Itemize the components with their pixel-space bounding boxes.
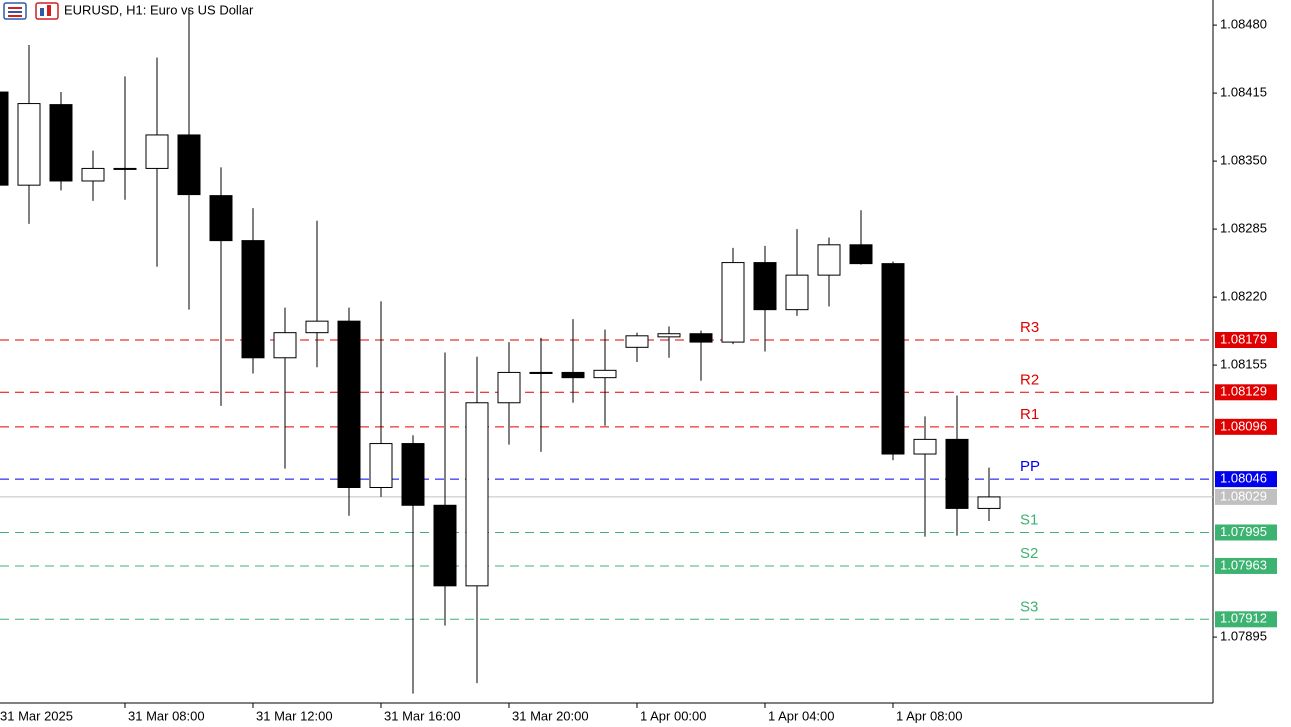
candle-body (721, 262, 745, 343)
pivot-name: PP (1020, 458, 1040, 475)
y-tick-label: 1.07895 (1220, 629, 1267, 644)
candle-body (401, 443, 425, 506)
pivot-name: S1 (1020, 511, 1038, 528)
y-tick-label: 1.08415 (1220, 85, 1267, 100)
candle-body (881, 263, 905, 455)
candle-body (753, 262, 777, 311)
pivot-name: R2 (1020, 371, 1039, 388)
pivot-name: R1 (1020, 406, 1039, 423)
candle-body (145, 134, 169, 169)
candle-body (177, 134, 201, 196)
pivot-price-label: 1.07995 (1220, 524, 1267, 539)
x-tick-label: 31 Mar 16:00 (384, 708, 461, 723)
candle-body (241, 240, 265, 359)
candle-body (81, 167, 105, 182)
candle-body (49, 104, 73, 182)
y-tick-label: 1.08220 (1220, 289, 1267, 304)
x-tick-label: 1 Apr 08:00 (896, 708, 963, 723)
y-tick-label: 1.08285 (1220, 221, 1267, 236)
pivot-price-box (1215, 471, 1277, 488)
chart-title: EURUSD, H1: Euro vs US Dollar (64, 2, 254, 17)
candle-body (465, 402, 489, 587)
candle-body (785, 274, 809, 311)
pivot-price-label: 1.08046 (1220, 471, 1267, 486)
candle-body (913, 438, 937, 455)
y-tick-label: 1.08155 (1220, 357, 1267, 372)
pivot-price-label: 1.08129 (1220, 384, 1267, 399)
price-box (1215, 488, 1277, 505)
pivot-price-box (1215, 557, 1277, 574)
candle-body (817, 244, 841, 276)
candle-body (529, 371, 553, 374)
chart-icons (3, 2, 59, 20)
candle-body (113, 167, 137, 170)
y-tick-label: 1.08350 (1220, 153, 1267, 168)
x-tick-label: 1 Apr 00:00 (640, 708, 707, 723)
pivot-price-label: 1.08179 (1220, 331, 1267, 346)
candle-body (369, 443, 393, 488)
x-tick-label: 31 Mar 20:00 (512, 708, 589, 723)
x-tick-label: 31 Mar 12:00 (256, 708, 333, 723)
y-tick-label: 1.08480 (1220, 17, 1267, 32)
pivot-name: S3 (1020, 598, 1038, 615)
pivot-price-box (1215, 524, 1277, 541)
candle-body (593, 369, 617, 379)
pivot-price-box (1215, 384, 1277, 401)
candle-body (657, 333, 681, 338)
candle-body (689, 333, 713, 343)
pivot-price-label: 1.07912 (1220, 611, 1267, 626)
candle-body (17, 103, 41, 186)
x-tick-label: 31 Mar 08:00 (128, 708, 205, 723)
candle-body (977, 496, 1001, 509)
candle-body (305, 320, 329, 334)
candle-body (561, 371, 585, 379)
pivot-price-box (1215, 418, 1277, 435)
x-tick-label: 1 Apr 04:00 (768, 708, 835, 723)
candle-body (0, 91, 9, 186)
pivot-price-box (1215, 331, 1277, 348)
pivot-price-label: 1.07963 (1220, 557, 1267, 572)
candle-body (945, 438, 969, 509)
price-label: 1.08029 (1220, 488, 1267, 503)
candle-body (497, 371, 521, 404)
pivot-price-box (1215, 611, 1277, 628)
candle-body (209, 195, 233, 242)
candle-body (433, 504, 457, 587)
pivot-price-label: 1.08096 (1220, 418, 1267, 433)
x-tick-label: 31 Mar 2025 (0, 708, 73, 723)
candle-body (849, 244, 873, 265)
candle-body (625, 335, 649, 348)
candle-body (337, 320, 361, 488)
candle-body (273, 332, 297, 359)
pivot-name: R3 (1020, 319, 1039, 336)
pivot-name: S2 (1020, 545, 1038, 562)
